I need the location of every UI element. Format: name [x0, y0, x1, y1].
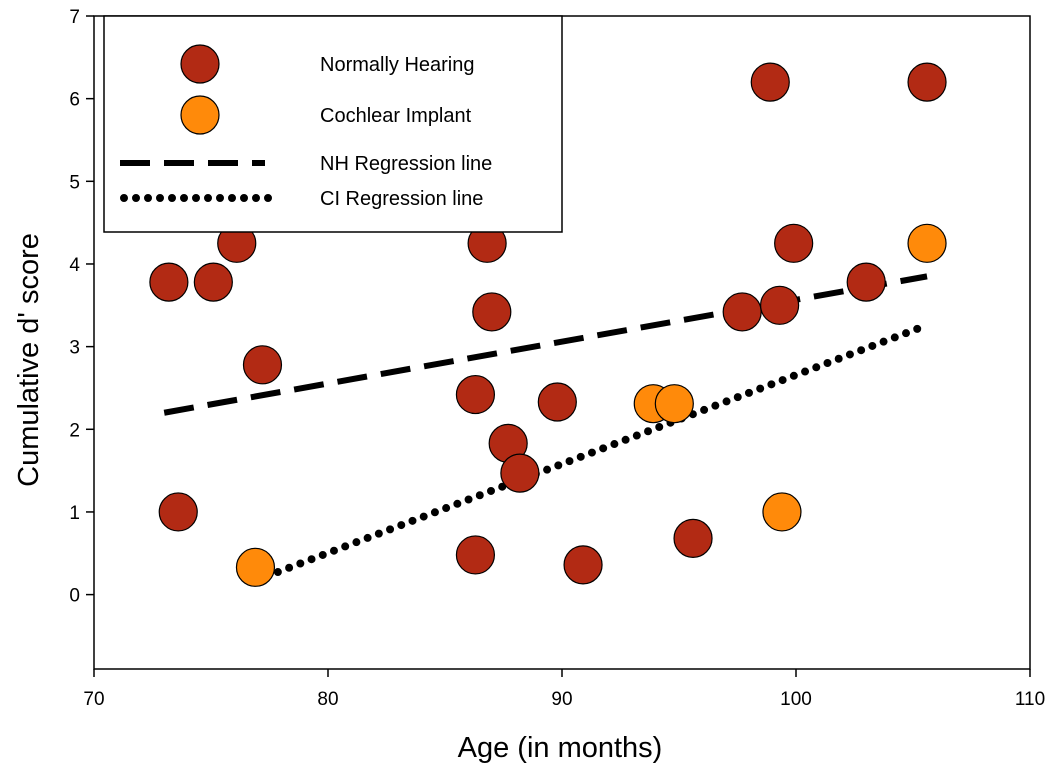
nh-data-point [760, 285, 800, 325]
regression-lines [163, 273, 932, 585]
nh-data-point [193, 262, 233, 302]
nh-data-point [500, 453, 540, 493]
nh-data-point [563, 545, 603, 585]
y-tick-label: 4 [69, 255, 80, 276]
nh-data-point [149, 262, 189, 302]
legend-label-normally-hearing: Normally Hearing [320, 54, 475, 76]
nh-regression-line [163, 273, 928, 416]
nh-data-point [722, 292, 762, 332]
nh-data-point [455, 535, 496, 575]
legend-label-cochlear-implant: Cochlear Implant [320, 105, 472, 127]
x-axis-title: Age (in months) [458, 732, 663, 764]
axes: 70 80 90 100 110 0 1 2 3 4 5 6 7 [69, 7, 1045, 710]
nh-data-point [242, 345, 283, 385]
nh-data-point [774, 223, 814, 263]
y-tick-label: 3 [69, 338, 80, 359]
nh-data-point [455, 374, 496, 415]
x-tick-label: 90 [551, 689, 572, 710]
y-tick-label: 0 [69, 586, 80, 607]
x-tick-label: 80 [317, 689, 338, 710]
legend-label-ci-regression: CI Regression line [320, 188, 483, 210]
y-tick-label: 6 [69, 90, 80, 111]
x-tick-label: 70 [83, 689, 104, 710]
ci-data-point [907, 223, 947, 263]
nh-data-point [158, 492, 198, 532]
legend-marker-cochlear-implant [180, 95, 220, 135]
y-tick-label: 1 [69, 503, 80, 524]
legend-marker-normally-hearing [180, 44, 220, 84]
nh-data-point [846, 262, 886, 302]
ci-data-point [654, 384, 694, 424]
y-tick-label: 2 [69, 420, 80, 441]
x-tick-label: 100 [780, 689, 812, 710]
nh-data-point [472, 292, 512, 332]
ci-data-point [762, 492, 802, 532]
nh-data-point [537, 382, 577, 422]
y-axis-title: Cumulative d' score [13, 233, 45, 487]
legend-label-nh-regression: NH Regression line [320, 153, 492, 175]
nh-data-point [907, 62, 947, 102]
ci-regression-line [251, 321, 932, 585]
ci-data-point [235, 547, 276, 587]
data-points [149, 62, 947, 587]
nh-data-point [750, 62, 790, 102]
nh-data-point [673, 518, 713, 559]
legend: Normally Hearing Cochlear Implant NH Reg… [103, 15, 563, 233]
y-tick-label: 7 [69, 7, 80, 28]
y-tick-label: 5 [69, 172, 80, 193]
legend-box [103, 15, 563, 233]
x-tick-label: 110 [1015, 689, 1045, 710]
